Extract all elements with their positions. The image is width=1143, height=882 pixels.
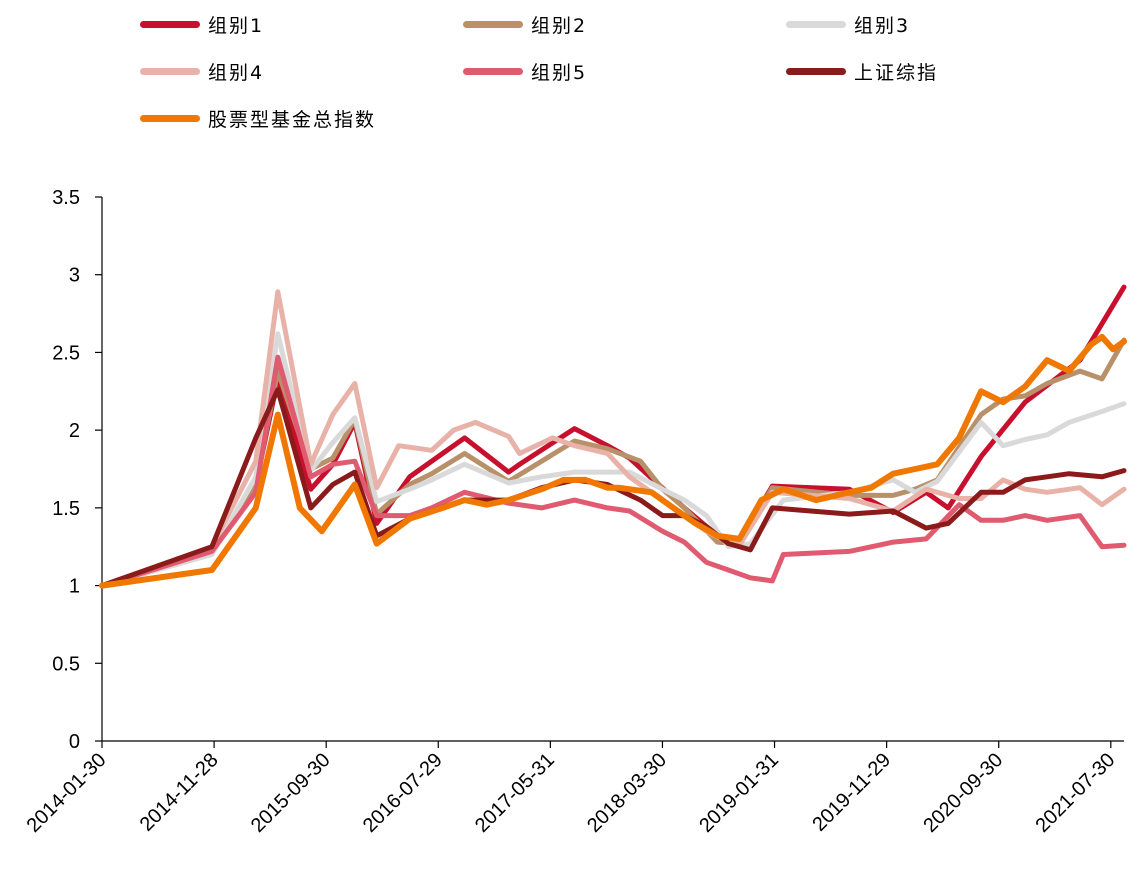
x-tick-label: 2018-03-30 (583, 749, 671, 837)
legend-item: 组别3 (786, 12, 911, 37)
x-tick-label: 2016-07-29 (359, 749, 447, 837)
x-tick-label: 2017-05-31 (471, 749, 559, 837)
legend: 组别1 组别2 组别3 组别4 组别5 上证综指股票型基金总指数 (0, 0, 1143, 150)
legend-item: 上证综指 (786, 59, 939, 84)
legend-swatch (140, 67, 200, 75)
x-tick-label: 2014-01-30 (23, 749, 111, 837)
legend-item: 组别2 (463, 12, 588, 37)
legend-swatch (463, 67, 523, 75)
y-tick-label: 0.5 (52, 653, 80, 675)
y-tick-label: 1 (69, 576, 80, 598)
legend-swatch (140, 114, 200, 122)
series-line (99, 387, 1127, 589)
series-line (99, 331, 1127, 589)
legend-swatch (463, 20, 523, 28)
legend-label: 组别1 (208, 14, 265, 37)
legend-item: 组别4 (140, 59, 265, 84)
legend-item: 股票型基金总指数 (140, 106, 377, 131)
x-tick-label: 2021-07-30 (1031, 749, 1119, 837)
series-layer (99, 284, 1127, 589)
x-tick-label: 2015-09-30 (247, 749, 335, 837)
legend-label: 组别2 (531, 14, 588, 37)
x-tick-label: 2019-11-29 (808, 749, 895, 836)
legend-item: 组别1 (140, 12, 265, 37)
series-line (99, 284, 1127, 589)
legend-item: 组别5 (463, 59, 588, 84)
series-line (99, 333, 1127, 589)
legend-swatch (786, 67, 846, 75)
series-line (99, 354, 1127, 589)
y-tick-label: 0 (69, 731, 80, 753)
legend-label: 组别5 (531, 61, 588, 84)
y-tick-label: 2 (69, 420, 80, 442)
legend-label: 组别3 (854, 14, 911, 37)
y-tick-label: 2.5 (52, 342, 80, 364)
x-tick-label: 2020-09-30 (919, 749, 1007, 837)
y-tick-label: 3 (69, 265, 80, 287)
y-tick-label: 3.5 (52, 187, 80, 209)
legend-label: 组别4 (208, 61, 265, 84)
x-tick-label: 2014-11-28 (136, 749, 223, 836)
legend-label: 上证综指 (854, 61, 939, 84)
legend-swatch (786, 20, 846, 28)
y-tick-label: 1.5 (52, 498, 80, 520)
legend-label: 股票型基金总指数 (208, 108, 377, 131)
x-tick-label: 2019-01-31 (695, 749, 783, 837)
legend-swatch (140, 20, 200, 28)
